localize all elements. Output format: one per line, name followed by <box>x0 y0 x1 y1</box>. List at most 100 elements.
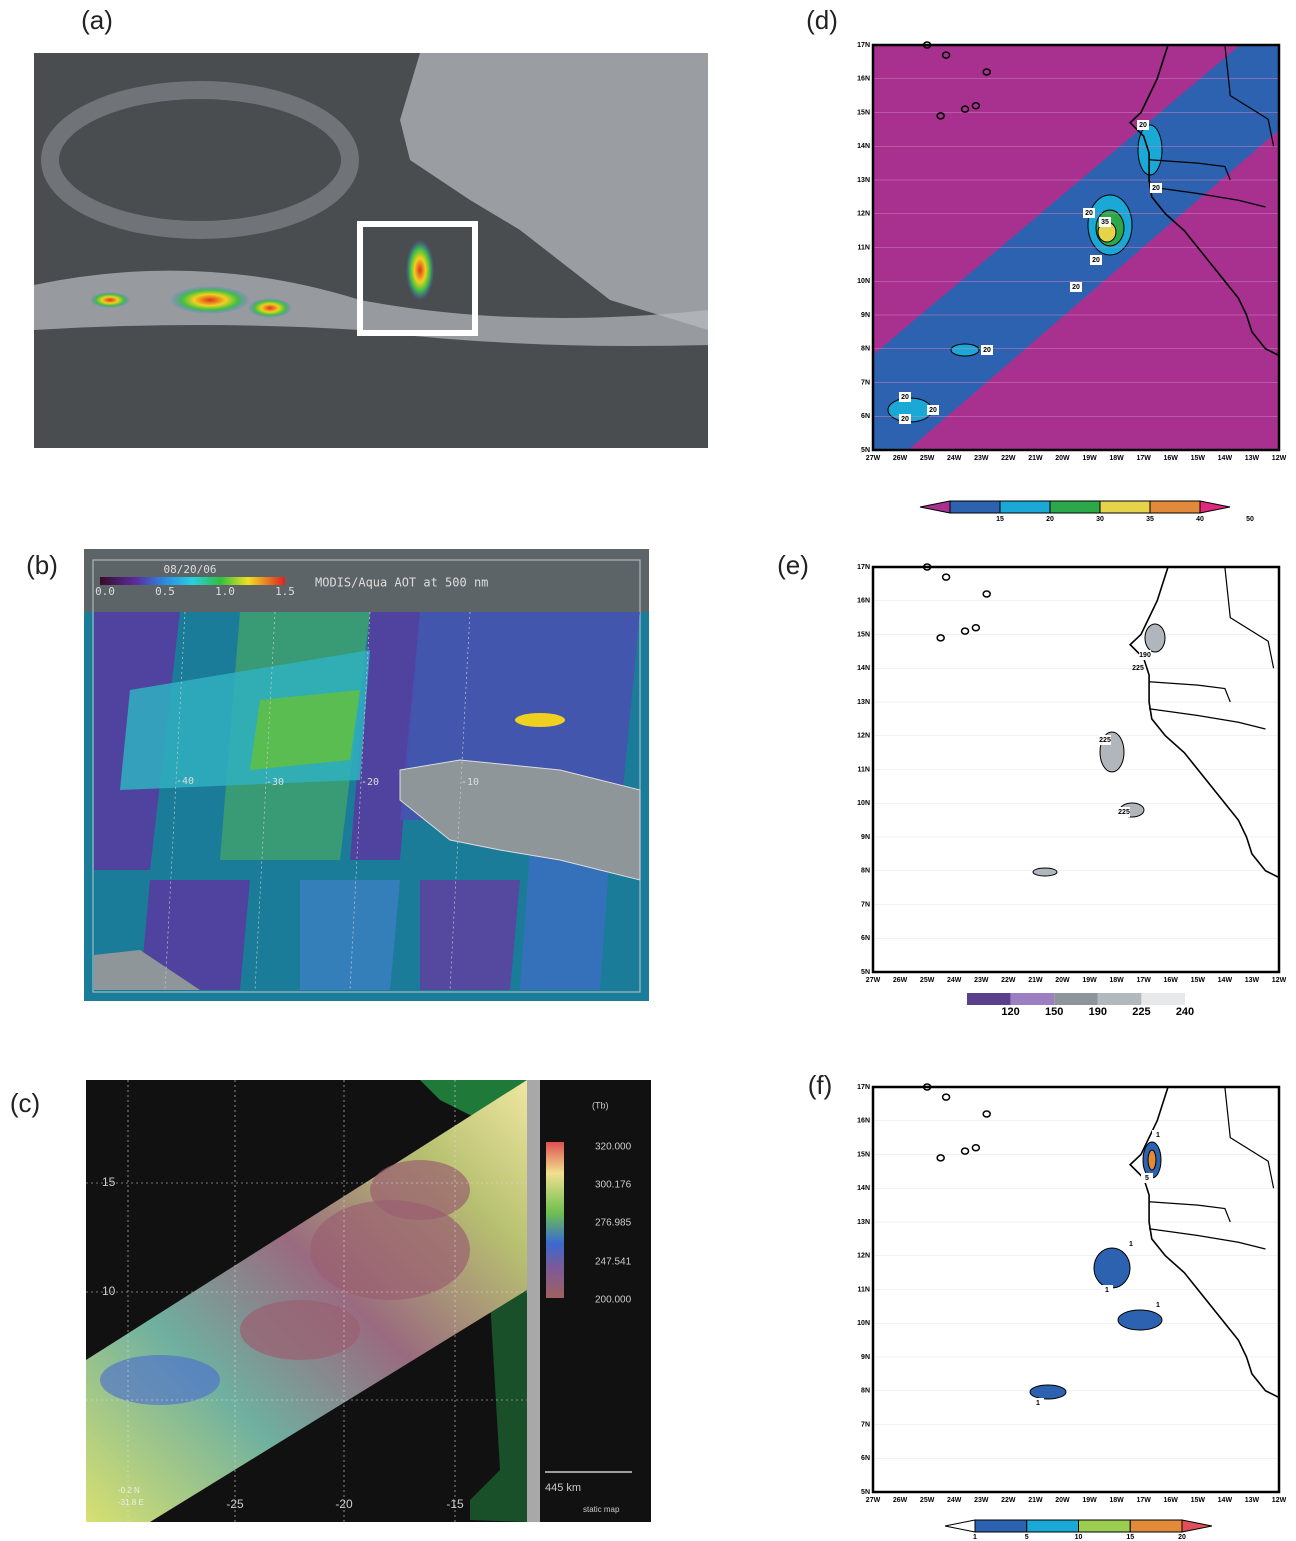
lon-label: 15W <box>1191 1497 1206 1504</box>
lat-label: 17N <box>857 564 870 571</box>
contour-fill <box>1118 1310 1162 1330</box>
lat-label: 14N <box>857 1185 870 1192</box>
lat-label: 13N <box>857 1219 870 1226</box>
contour-label: 20 <box>1092 257 1100 264</box>
lon-label: 12W <box>1272 977 1287 984</box>
lon-label: 21W <box>1028 455 1043 462</box>
lon-label: 22W <box>1001 1497 1016 1504</box>
colorbar-segment <box>975 1520 1027 1532</box>
lon-label: 23W <box>974 455 989 462</box>
lon-label: 23W <box>974 1497 989 1504</box>
lon-label: 16W <box>1164 455 1179 462</box>
lon-label: 24W <box>947 977 962 984</box>
contour-label: 20 <box>929 407 937 414</box>
lon-label: 20W <box>1055 977 1070 984</box>
colorbar-tick: 1.5 <box>275 585 295 598</box>
convection <box>170 286 250 314</box>
colorbar-segment <box>1050 501 1100 513</box>
x-label: -20 <box>335 1497 353 1511</box>
contour-label: 20 <box>1139 122 1147 129</box>
lat-label: 9N <box>861 1354 870 1361</box>
aot-plume <box>515 713 565 727</box>
colorbar-segment <box>1130 1520 1182 1532</box>
colorbar-tick: 320.000 <box>595 1142 632 1153</box>
colorbar-segment <box>1150 501 1200 513</box>
lat-label: 14N <box>857 143 870 150</box>
lon-label: 18W <box>1109 1497 1124 1504</box>
lon-label: 16W <box>1164 977 1179 984</box>
colorbar-tick: 35 <box>1146 516 1154 523</box>
lon-label: 19W <box>1082 455 1097 462</box>
lat-label: 9N <box>861 834 870 841</box>
contour-fill <box>1033 868 1057 876</box>
contour-label: 20 <box>1072 284 1080 291</box>
map-title: MODIS/Aqua AOT at 500 nm <box>315 576 488 590</box>
contour-label: 1 <box>1129 1241 1133 1248</box>
contour-label: 225 <box>1118 809 1130 816</box>
colorbar-segment <box>1000 501 1050 513</box>
colorbar-tick: 30 <box>1096 516 1104 523</box>
lat-label: 16N <box>857 76 870 83</box>
contour-label: 20 <box>983 347 991 354</box>
lon-label: 15W <box>1191 977 1206 984</box>
lat-label: 8N <box>861 1388 870 1395</box>
lon-label: 20W <box>1055 1497 1070 1504</box>
contour-fill <box>1094 1248 1130 1288</box>
colorbar-segment <box>1079 1520 1131 1532</box>
colorbar-segment <box>1141 993 1185 1005</box>
colorbar-segment <box>1027 1520 1079 1532</box>
panel-label: (d) <box>806 5 838 35</box>
lat-label: 13N <box>857 177 870 184</box>
lon-label: 24W <box>947 455 962 462</box>
lon-label: 13W <box>1245 977 1260 984</box>
y-label: 15 <box>102 1175 116 1189</box>
lat-label: 12N <box>857 211 870 218</box>
contour-label: 20 <box>901 416 909 423</box>
panel-label: (a) <box>81 5 113 35</box>
lon-label: 18W <box>1109 977 1124 984</box>
colorbar-segment <box>1098 993 1142 1005</box>
contour-fill <box>1148 1150 1156 1170</box>
lon-label: -10 <box>461 777 479 788</box>
colorbar-segment <box>1200 501 1230 513</box>
panel-label: (f) <box>808 1070 833 1100</box>
lon-label: 26W <box>893 977 908 984</box>
panel-label: (c) <box>10 1088 40 1118</box>
lon-label: 19W <box>1082 1497 1097 1504</box>
lat-label: 11N <box>858 1286 870 1293</box>
lon-label: 14W <box>1218 1497 1233 1504</box>
lat-label: 10N <box>857 1320 870 1327</box>
lat-label: 14N <box>857 665 870 672</box>
aot-swath <box>420 880 520 990</box>
lat-label: 11N <box>858 766 870 773</box>
colorbar-tick: 5 <box>1025 1534 1029 1541</box>
contour-label: 1 <box>1036 1400 1040 1407</box>
aot-colorbar <box>100 577 285 585</box>
footer: static map <box>583 1505 620 1514</box>
lat-label: 10N <box>857 800 870 807</box>
lat-label: 5N <box>861 1489 870 1496</box>
contour-label: 225 <box>1132 665 1144 672</box>
colorbar-tick: 200.000 <box>595 1295 632 1306</box>
lon-label: 27W <box>866 1497 881 1504</box>
colorbar-tick: 120 <box>1001 1006 1019 1018</box>
lat-label: 15N <box>857 1151 870 1158</box>
lon-label: 17W <box>1136 977 1151 984</box>
colorbar-title: (Tb) <box>592 1100 609 1110</box>
lon-label: 25W <box>920 455 935 462</box>
colorbar-segment <box>945 1520 975 1532</box>
lat-label: 6N <box>861 935 870 942</box>
lat-label: 17N <box>857 1084 870 1091</box>
cold-cloud <box>240 1300 360 1360</box>
colorbar-tick: 225 <box>1132 1006 1150 1018</box>
lon-label: 16W <box>1164 1497 1179 1504</box>
lon-label: 17W <box>1136 455 1151 462</box>
convection <box>90 292 130 308</box>
y-label: 10 <box>102 1284 116 1298</box>
colorbar-tick: 0.5 <box>155 585 175 598</box>
lon-label: 22W <box>1001 977 1016 984</box>
lon-label: 27W <box>866 977 881 984</box>
lat-label: 16N <box>857 1118 870 1125</box>
tb-colorbar <box>546 1142 564 1298</box>
colorbar-tick: 276.985 <box>595 1218 632 1229</box>
